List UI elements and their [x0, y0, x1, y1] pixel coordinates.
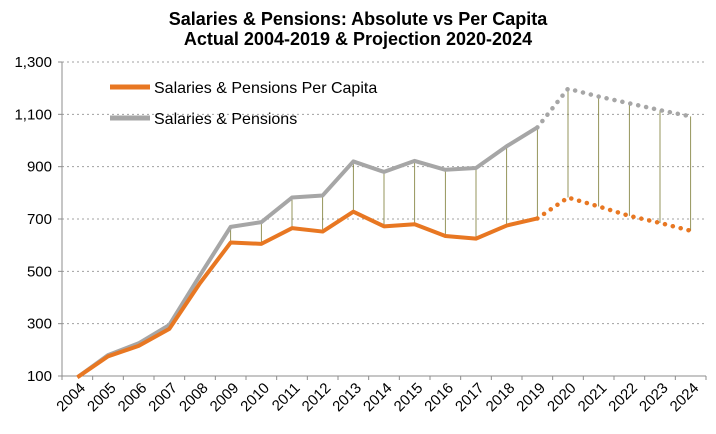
legend-label-per-capita: Salaries & Pensions Per Capita — [154, 80, 377, 97]
x-tick-label: 2018 — [483, 380, 519, 416]
x-tick-label: 2023 — [636, 380, 672, 416]
x-tick-label: 2017 — [452, 380, 488, 416]
chart-subtitle: Actual 2004-2019 & Projection 2020-2024 — [184, 29, 532, 49]
series-line-absolute-actual — [76, 125, 539, 379]
y-tick-label: 1,300 — [14, 54, 52, 71]
series-line-per-capita-projection — [535, 195, 693, 234]
legend: Salaries & Pensions Per Capita Salaries … — [110, 80, 377, 128]
chart-title: Salaries & Pensions: Absolute vs Per Cap… — [169, 9, 548, 29]
x-tick-label: 2012 — [299, 380, 335, 416]
x-tick-label: 2021 — [575, 380, 611, 416]
y-tick-label: 700 — [27, 211, 52, 228]
y-tick-label: 100 — [27, 368, 52, 385]
x-tick-label: 2015 — [391, 380, 427, 416]
series-layer — [76, 86, 693, 379]
series-line-per-capita-actual — [76, 209, 538, 379]
x-tick-label: 2011 — [269, 380, 304, 415]
drop-lines — [230, 88, 692, 244]
x-tick-label: 2008 — [176, 380, 212, 416]
y-tick-label: 500 — [27, 263, 52, 280]
x-tick-label: 2006 — [115, 380, 151, 416]
y-tick-label: 1,100 — [14, 106, 52, 123]
legend-label-absolute: Salaries & Pensions — [154, 111, 297, 128]
x-tick-label: 2005 — [84, 380, 120, 416]
x-tick-label: 2020 — [544, 380, 580, 416]
x-tick-label: 2007 — [145, 380, 181, 416]
x-tick-labels: 2004200520062007200820092010201120122013… — [53, 380, 702, 416]
series-line-absolute-projection — [535, 86, 693, 130]
x-tick-label: 2016 — [421, 380, 457, 416]
x-tick-label: 2024 — [667, 380, 703, 416]
y-tick-label: 900 — [27, 159, 52, 176]
y-tick-label: 300 — [27, 316, 52, 333]
x-tick-label: 2014 — [360, 380, 396, 416]
x-tick-label: 2004 — [53, 380, 89, 416]
x-tick-label: 2013 — [329, 380, 365, 416]
x-tick-label: 2009 — [207, 380, 243, 416]
x-tick-label: 2019 — [513, 380, 549, 416]
y-tick-labels: 1,300 1,100 900 700 500 300 100 — [14, 54, 52, 385]
x-tick-label: 2010 — [237, 380, 273, 416]
x-tick-label: 2022 — [605, 380, 641, 416]
